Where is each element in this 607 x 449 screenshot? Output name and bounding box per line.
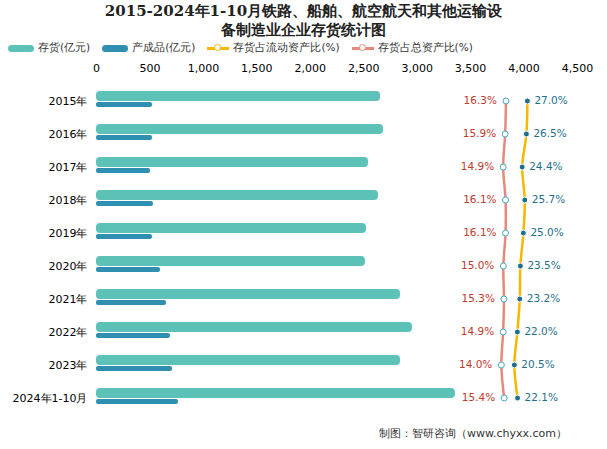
svg-text:4,000: 4,000 — [508, 62, 540, 75]
svg-text:1,500: 1,500 — [241, 62, 273, 75]
svg-text:15.0%: 15.0% — [461, 259, 494, 271]
svg-text:2018年: 2018年 — [49, 194, 88, 207]
svg-text:24.4%: 24.4% — [529, 160, 562, 172]
svg-text:25.7%: 25.7% — [532, 193, 565, 205]
svg-text:22.0%: 22.0% — [524, 325, 557, 337]
html-text:产成品(亿元): 产成品(亿元) — [132, 41, 196, 53]
svg-text:2016年: 2016年 — [49, 128, 88, 141]
svg-text:23.2%: 23.2% — [527, 292, 560, 304]
svg-text:2022年: 2022年 — [49, 326, 88, 339]
svg-text:25.0%: 25.0% — [530, 226, 563, 238]
svg-text:3,000: 3,000 — [401, 62, 433, 75]
svg-text:26.5%: 26.5% — [533, 127, 566, 139]
svg-text:27.0%: 27.0% — [534, 94, 567, 106]
svg-text:2,500: 2,500 — [348, 62, 380, 75]
svg-text:2020年: 2020年 — [49, 260, 88, 273]
svg-text:1,000: 1,000 — [188, 62, 220, 75]
svg-text:22.1%: 22.1% — [525, 391, 558, 403]
html-text:存货占流动资产比(%): 存货占流动资产比(%) — [233, 41, 340, 53]
svg-text:2017年: 2017年 — [49, 161, 88, 174]
svg-text:2015年: 2015年 — [49, 95, 88, 108]
html-text:存货(亿元): 存货(亿元) — [38, 41, 91, 53]
html-text:存货占总资产比(%): 存货占总资产比(%) — [377, 41, 473, 53]
svg-text:14.9%: 14.9% — [461, 325, 494, 337]
svg-text:15.3%: 15.3% — [462, 292, 495, 304]
svg-text:15.9%: 15.9% — [463, 127, 496, 139]
svg-text:20.5%: 20.5% — [521, 358, 554, 370]
svg-text:14.0%: 14.0% — [459, 358, 492, 370]
svg-text:2,000: 2,000 — [295, 62, 327, 75]
svg-text:500: 500 — [139, 62, 160, 75]
svg-text:2024年1-10月: 2024年1-10月 — [13, 392, 88, 405]
html-text:制图：智研咨询（www.chyxx.com）: 制图：智研咨询（www.chyxx.com） — [379, 427, 567, 440]
html-text:2015-2024年1-10月铁路、船舶、航空航天和其他运输: 2015-2024年1-10月铁路、船舶、航空航天和其他运输设 — [104, 2, 503, 20]
svg-text:2021年: 2021年 — [49, 293, 88, 306]
html-text:备制造业企业存货统计图: 备制造业企业存货统计图 — [221, 21, 386, 39]
svg-text:4,500: 4,500 — [562, 62, 594, 75]
svg-text:3,500: 3,500 — [455, 62, 487, 75]
svg-text:14.9%: 14.9% — [461, 160, 494, 172]
svg-text:0: 0 — [93, 62, 100, 75]
svg-text:16.3%: 16.3% — [464, 94, 497, 106]
svg-text:23.5%: 23.5% — [527, 259, 560, 271]
svg-text:15.4%: 15.4% — [462, 391, 495, 403]
svg-text:2023年: 2023年 — [49, 359, 88, 372]
svg-text:16.1%: 16.1% — [463, 193, 496, 205]
svg-text:2019年: 2019年 — [49, 227, 88, 240]
svg-text:16.1%: 16.1% — [463, 226, 496, 238]
